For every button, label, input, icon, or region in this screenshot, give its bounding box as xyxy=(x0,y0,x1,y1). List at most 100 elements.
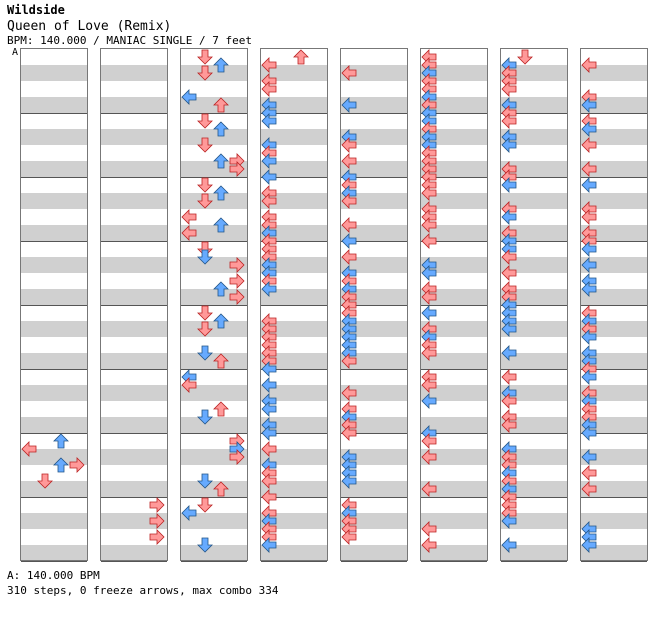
measure-line xyxy=(101,561,167,562)
arrow-left-icon xyxy=(501,537,517,553)
arrow-up-icon xyxy=(53,457,69,473)
arrow-left-icon xyxy=(501,177,517,193)
measure-line xyxy=(21,561,87,562)
arrow-left-icon xyxy=(581,97,597,113)
song-artist: Wildside xyxy=(7,3,65,17)
arrow-left-icon xyxy=(421,481,437,497)
arrow-down-icon xyxy=(197,537,213,553)
arrow-right-icon xyxy=(149,529,165,545)
arrow-left-icon xyxy=(341,193,357,209)
measure-line xyxy=(181,113,247,114)
measure-line xyxy=(501,433,567,434)
measure-line xyxy=(181,433,247,434)
measure-line xyxy=(501,497,567,498)
bpm-summary: A: 140.000 BPM xyxy=(7,569,100,582)
arrow-right-icon xyxy=(149,513,165,529)
song-title: Queen of Love (Remix) xyxy=(7,19,172,34)
arrow-up-icon xyxy=(213,401,229,417)
measure-line xyxy=(581,305,647,306)
measure-line xyxy=(101,305,167,306)
measure-line xyxy=(181,241,247,242)
arrow-right-icon xyxy=(229,289,245,305)
arrow-left-icon xyxy=(581,177,597,193)
arrow-down-icon xyxy=(197,241,213,257)
arrow-left-icon xyxy=(581,57,597,73)
arrow-left-icon xyxy=(421,521,437,537)
measure-line xyxy=(101,369,167,370)
measure-line xyxy=(181,497,247,498)
chart-column xyxy=(500,48,568,562)
arrow-left-icon xyxy=(181,505,197,521)
arrow-left-icon xyxy=(581,257,597,273)
arrow-left-icon xyxy=(341,217,357,233)
arrow-right-icon xyxy=(229,257,245,273)
measure-line xyxy=(501,241,567,242)
arrow-left-icon xyxy=(181,225,197,241)
arrow-left-icon xyxy=(261,153,277,169)
arrow-left-icon xyxy=(421,217,437,233)
arrow-left-icon xyxy=(341,233,357,249)
measure-line xyxy=(581,497,647,498)
measure-line xyxy=(101,433,167,434)
arrow-left-icon xyxy=(501,417,517,433)
arrow-left-icon xyxy=(581,425,597,441)
arrow-down-icon xyxy=(197,321,213,337)
chart-column xyxy=(420,48,488,562)
arrow-left-icon xyxy=(581,137,597,153)
arrow-left-icon xyxy=(421,377,437,393)
measure-line xyxy=(421,177,487,178)
arrow-up-icon xyxy=(213,281,229,297)
arrow-left-icon xyxy=(581,209,597,225)
arrow-left-icon xyxy=(261,537,277,553)
arrow-left-icon xyxy=(181,377,197,393)
arrow-left-icon xyxy=(501,209,517,225)
bpm-marker: A xyxy=(12,47,19,58)
arrow-left-icon xyxy=(261,113,277,129)
measure-line xyxy=(261,113,327,114)
arrow-left-icon xyxy=(341,137,357,153)
arrow-down-icon xyxy=(197,249,213,265)
arrow-left-icon xyxy=(581,161,597,177)
arrow-right-icon xyxy=(229,449,245,465)
arrow-left-icon xyxy=(581,329,597,345)
arrow-left-icon xyxy=(261,473,277,489)
measure-line xyxy=(101,113,167,114)
measure-line xyxy=(581,561,647,562)
arrow-left-icon xyxy=(421,449,437,465)
arrow-down-icon xyxy=(197,65,213,81)
arrow-up-icon xyxy=(53,433,69,449)
measure-line xyxy=(341,561,407,562)
measure-line xyxy=(181,305,247,306)
arrow-left-icon xyxy=(421,305,437,321)
arrow-up-icon xyxy=(213,153,229,169)
arrow-left-icon xyxy=(581,537,597,553)
measure-line xyxy=(341,241,407,242)
measure-line xyxy=(341,177,407,178)
arrow-up-icon xyxy=(213,481,229,497)
arrow-down-icon xyxy=(197,345,213,361)
arrow-left-icon xyxy=(341,529,357,545)
measure-line xyxy=(21,113,87,114)
measure-line xyxy=(341,305,407,306)
measure-line xyxy=(421,241,487,242)
measure-line xyxy=(181,369,247,370)
chart-column xyxy=(180,48,248,562)
measure-line xyxy=(501,369,567,370)
arrow-up-icon xyxy=(213,313,229,329)
arrow-left-icon xyxy=(341,153,357,169)
arrow-left-icon xyxy=(261,281,277,297)
measure-line xyxy=(421,113,487,114)
measure-line xyxy=(261,433,327,434)
measure-line xyxy=(261,369,327,370)
arrow-left-icon xyxy=(261,401,277,417)
arrow-left-icon xyxy=(581,241,597,257)
arrow-right-icon xyxy=(229,273,245,289)
arrow-left-icon xyxy=(261,81,277,97)
arrow-left-icon xyxy=(421,289,437,305)
measure-line xyxy=(581,241,647,242)
arrow-left-icon xyxy=(501,81,517,97)
measure-line xyxy=(261,561,327,562)
arrow-left-icon xyxy=(501,321,517,337)
arrow-down-icon xyxy=(197,473,213,489)
arrow-left-icon xyxy=(421,433,437,449)
